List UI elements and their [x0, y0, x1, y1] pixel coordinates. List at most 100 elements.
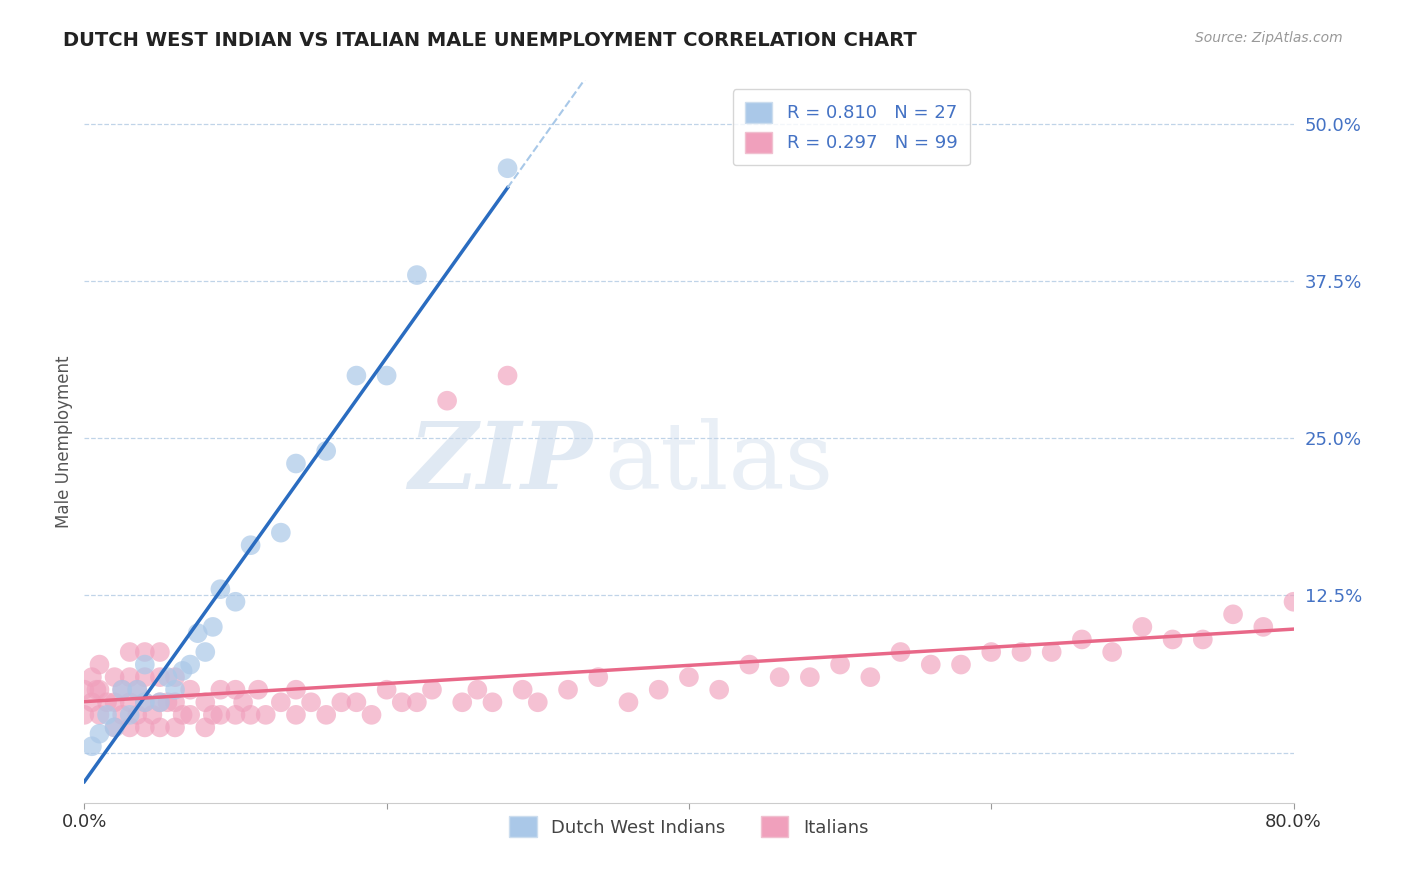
Point [194, 645, 217, 659]
Point [346, 695, 368, 709]
Point [980, 645, 1002, 659]
Point [239, 707, 262, 722]
Point [527, 695, 550, 709]
Point [179, 682, 201, 697]
Point [149, 645, 172, 659]
Point [346, 368, 368, 383]
Point [179, 657, 201, 672]
Point [769, 670, 792, 684]
Point [496, 368, 519, 383]
Point [451, 695, 474, 709]
Point [201, 620, 224, 634]
Point [920, 657, 942, 672]
Point [118, 720, 141, 734]
Point [104, 695, 127, 709]
Text: DUTCH WEST INDIAN VS ITALIAN MALE UNEMPLOYMENT CORRELATION CHART: DUTCH WEST INDIAN VS ITALIAN MALE UNEMPL… [63, 31, 917, 50]
Point [254, 707, 277, 722]
Point [1222, 607, 1244, 622]
Point [225, 595, 247, 609]
Point [1161, 632, 1184, 647]
Point [557, 682, 579, 697]
Point [172, 664, 194, 678]
Point [165, 682, 187, 697]
Point [194, 695, 217, 709]
Point [406, 268, 429, 282]
Point [406, 695, 429, 709]
Point [80, 670, 103, 684]
Point [315, 444, 337, 458]
Point [134, 720, 156, 734]
Point [799, 670, 821, 684]
Point [330, 695, 353, 709]
Point [165, 695, 187, 709]
Point [149, 695, 172, 709]
Point [134, 645, 156, 659]
Point [225, 682, 247, 697]
Legend: Dutch West Indians, Italians: Dutch West Indians, Italians [502, 809, 876, 845]
Point [232, 695, 254, 709]
Point [467, 682, 489, 697]
Point [111, 682, 134, 697]
Point [201, 707, 224, 722]
Text: ZIP: ZIP [408, 418, 592, 508]
Point [179, 707, 201, 722]
Point [172, 707, 194, 722]
Point [1011, 645, 1033, 659]
Point [149, 695, 172, 709]
Point [80, 739, 103, 754]
Point [225, 707, 247, 722]
Point [118, 695, 141, 709]
Point [104, 720, 127, 734]
Point [209, 707, 232, 722]
Point [360, 707, 382, 722]
Text: Source: ZipAtlas.com: Source: ZipAtlas.com [1195, 31, 1343, 45]
Point [165, 670, 187, 684]
Point [830, 657, 852, 672]
Point [1101, 645, 1123, 659]
Point [1040, 645, 1063, 659]
Point [285, 457, 308, 471]
Point [134, 695, 156, 709]
Point [118, 707, 141, 722]
Point [73, 707, 96, 722]
Point [890, 645, 912, 659]
Point [588, 670, 610, 684]
Point [496, 161, 519, 176]
Point [1282, 595, 1305, 609]
Point [420, 682, 443, 697]
Point [285, 682, 308, 697]
Point [96, 695, 118, 709]
Point [209, 582, 232, 597]
Point [134, 695, 156, 709]
Point [89, 707, 111, 722]
Point [89, 727, 111, 741]
Point [194, 720, 217, 734]
Point [149, 670, 172, 684]
Point [127, 707, 149, 722]
Point [134, 670, 156, 684]
Point [285, 707, 308, 722]
Point [187, 626, 209, 640]
Point [104, 720, 127, 734]
Point [73, 682, 96, 697]
Point [950, 657, 973, 672]
Point [738, 657, 761, 672]
Point [270, 695, 292, 709]
Y-axis label: Male Unemployment: Male Unemployment [55, 355, 73, 528]
Point [512, 682, 534, 697]
Point [96, 707, 118, 722]
Point [209, 682, 232, 697]
Point [104, 670, 127, 684]
Point [86, 682, 108, 697]
Point [149, 720, 172, 734]
Point [709, 682, 731, 697]
Point [1253, 620, 1275, 634]
Point [111, 682, 134, 697]
Point [1192, 632, 1215, 647]
Point [165, 720, 187, 734]
Point [859, 670, 882, 684]
Point [239, 538, 262, 552]
Point [134, 657, 156, 672]
Point [127, 682, 149, 697]
Point [118, 645, 141, 659]
